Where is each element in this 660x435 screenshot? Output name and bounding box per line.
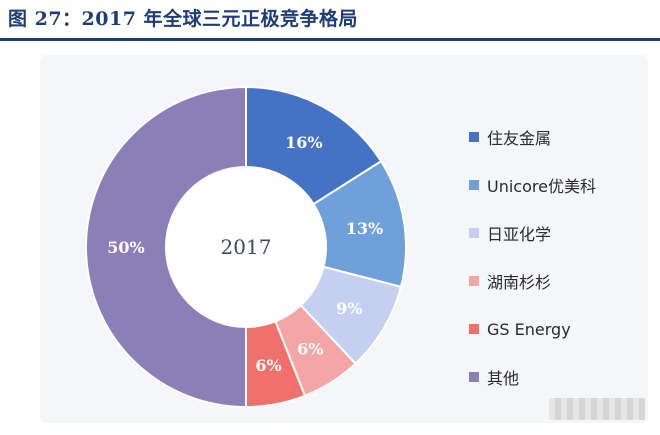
slice-value-label-4: 6% <box>255 356 281 375</box>
legend-swatch-2 <box>469 228 479 238</box>
legend-item-0: 住友金属 <box>469 113 596 161</box>
legend-swatch-5 <box>469 372 479 382</box>
legend-item-3: 湖南杉杉 <box>469 257 596 305</box>
slice-value-label-5: 50% <box>107 238 144 257</box>
legend-swatch-1 <box>469 180 479 190</box>
slice-value-label-0: 16% <box>285 133 322 152</box>
legend-label-0: 住友金属 <box>487 129 552 148</box>
legend-item-1: Unicore优美科 <box>469 161 596 209</box>
legend-item-5: 其他 <box>469 353 596 401</box>
chart-title: 图 27：2017 年全球三元正极竞争格局 <box>8 8 359 30</box>
legend-swatch-4 <box>469 324 479 334</box>
legend-swatch-0 <box>469 132 479 142</box>
legend-label-4: GS Energy <box>487 319 571 339</box>
title-divider <box>0 38 660 41</box>
slice-value-label-2: 9% <box>336 299 362 318</box>
legend-label-5: 其他 <box>487 369 520 388</box>
legend-label-1: Unicore优美科 <box>487 177 596 196</box>
legend-swatch-3 <box>469 276 479 286</box>
legend-label-3: 湖南杉杉 <box>487 273 552 292</box>
watermark <box>549 398 645 420</box>
slice-value-label-1: 13% <box>346 219 383 238</box>
slice-value-label-3: 6% <box>297 339 323 358</box>
legend-item-2: 日亚化学 <box>469 209 596 257</box>
legend-item-4: GS Energy <box>469 305 596 353</box>
legend-label-2: 日亚化学 <box>487 225 552 244</box>
center-label: 2017 <box>221 235 272 259</box>
chart-legend: 住友金属 Unicore优美科 日亚化学湖南杉杉 GS Energy 其他 <box>469 113 596 401</box>
donut-hole <box>166 167 326 327</box>
